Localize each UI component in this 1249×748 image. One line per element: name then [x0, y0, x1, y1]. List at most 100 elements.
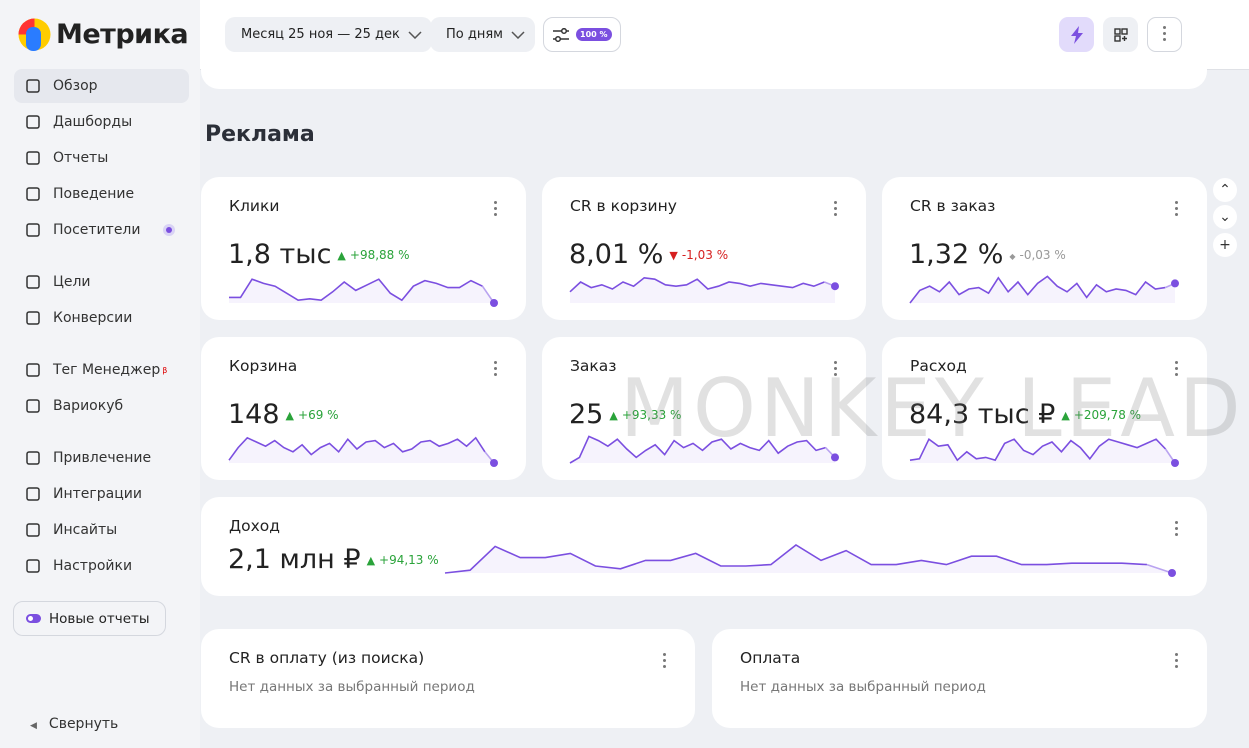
nav-icon — [26, 187, 40, 201]
sampling-button[interactable]: 100 % — [543, 17, 621, 52]
nav-item[interactable]: Посетители — [14, 213, 189, 247]
grouping-select[interactable]: По дням — [430, 17, 535, 52]
widget-card: Корзина 148 ▲ +69 % — [201, 337, 526, 480]
logo-icon — [18, 18, 51, 51]
period-select[interactable]: Месяц 25 ноя — 25 дек — [225, 17, 432, 52]
empty-widget-card: CR в оплату (из поиска) Нет данных за выб… — [201, 629, 695, 728]
nav-item[interactable]: Привлечение — [14, 441, 189, 475]
nav-item[interactable]: Интеграции — [14, 477, 189, 511]
more-button[interactable] — [1147, 17, 1182, 52]
sparkline-line — [569, 276, 825, 293]
nav-item[interactable]: Настройки — [14, 549, 189, 583]
icon-shape — [26, 275, 40, 289]
change: ◆ -0,03 % — [1009, 248, 1065, 262]
nav-item[interactable]: Конверсии — [14, 301, 189, 335]
sliders-icon — [553, 27, 569, 42]
nav-item[interactable]: Отчеты — [14, 141, 189, 175]
sparkline-last-segment — [481, 285, 495, 304]
sampling-badge: 100 % — [576, 28, 612, 41]
change: ▲ +209,78 % — [1061, 408, 1141, 422]
sparkline-area — [570, 277, 835, 303]
widget-menu[interactable] — [1175, 201, 1179, 219]
logo[interactable]: Метрика — [18, 18, 189, 51]
widget-title: Расход — [910, 357, 967, 375]
nav-label: Конверсии — [53, 310, 133, 326]
boost-button[interactable] — [1059, 17, 1094, 52]
trend-icon: ▲ — [1061, 409, 1070, 422]
icon-shape — [26, 523, 40, 537]
sparkline-area — [910, 276, 1175, 303]
icon-shape — [26, 487, 40, 501]
widget-menu[interactable] — [1175, 521, 1179, 539]
collapse-button[interactable]: ◀ Свернуть — [30, 716, 118, 732]
nav-icon — [26, 223, 40, 237]
sparkline-end-dot — [490, 459, 498, 467]
widget-value: 84,3 тыс ₽ ▲ +209,78 % — [909, 399, 1141, 430]
nav-item[interactable]: Вариокуб — [14, 389, 189, 423]
nav-icon — [26, 523, 40, 537]
chevron — [408, 30, 422, 39]
widget-menu[interactable] — [1175, 361, 1179, 379]
nav-item[interactable]: Цели — [14, 265, 189, 299]
icon-shape — [26, 115, 40, 129]
nav-label: Привлечение — [53, 450, 152, 466]
widget-card: Заказ 25 ▲ +93,33 % — [542, 337, 866, 480]
sidebar: Метрика Обзор Дашборды Отчеты Поведение Посе… — [0, 0, 200, 748]
nav-item[interactable]: Обзор — [14, 69, 189, 103]
scroll-down-button[interactable]: ⌄ — [1213, 205, 1237, 229]
widget-title: CR в заказ — [910, 197, 996, 215]
sparkline-last-segment — [824, 447, 836, 458]
widget-menu[interactable] — [663, 653, 667, 671]
icon-shape — [26, 451, 40, 465]
sparkline-line — [444, 544, 1147, 574]
sparkline-area — [229, 279, 494, 303]
nav-icon — [26, 115, 40, 129]
new-reports-toggle[interactable]: Новые отчеты — [13, 601, 166, 636]
sparkline-end-dot — [1171, 459, 1179, 467]
sparkline-end-dot — [490, 299, 498, 307]
sparkline-area — [445, 545, 1172, 573]
widget-title: Оплата — [740, 649, 801, 667]
nav-icon — [26, 151, 40, 165]
sparkline-end-dot — [831, 453, 839, 462]
widget-card: Доход 2,1 млн ₽ ▲ +94,13 % — [201, 497, 1207, 596]
nav-item[interactable]: Инсайты — [14, 513, 189, 547]
widget-value: 8,01 % ▼ -1,03 % — [569, 239, 728, 270]
trend-icon: ▲ — [285, 409, 295, 422]
nav-icon — [26, 451, 40, 465]
widget-menu[interactable] — [494, 201, 498, 219]
nav-label: Поведение — [53, 186, 135, 202]
widget-title: Клики — [229, 197, 280, 215]
scroll-up-button[interactable]: ⌃ — [1213, 178, 1237, 202]
nav-label: Инсайты — [53, 522, 118, 538]
nav-item[interactable]: Дашборды — [14, 105, 189, 139]
nav-icon — [26, 363, 40, 377]
nav-label: Настройки — [53, 558, 133, 574]
nav-label: Цели — [53, 274, 91, 290]
change: ▲ +69 % — [286, 408, 339, 422]
icon-shape — [26, 151, 40, 165]
change: ▲ +98,88 % — [337, 248, 409, 262]
nav-item[interactable]: Тег Менеджер β — [14, 353, 189, 387]
widget-card: CR в корзину 8,01 % ▼ -1,03 % — [542, 177, 866, 320]
change-text: +98,88 % — [349, 248, 410, 262]
add-widget-button[interactable]: + — [1213, 233, 1237, 257]
empty-message: Нет данных за выбранный период — [229, 679, 475, 695]
nav-item[interactable]: Поведение — [14, 177, 189, 211]
trend-icon: ◆ — [1009, 252, 1016, 261]
widget-menu[interactable] — [834, 361, 838, 379]
sparkline-last-segment — [484, 451, 495, 464]
nav-label: Отчеты — [53, 150, 109, 166]
widget-card: Расход 84,3 тыс ₽ ▲ +209,78 % — [882, 337, 1207, 480]
widget-menu[interactable] — [1175, 653, 1179, 671]
nav-icon — [26, 275, 40, 289]
sparkline-line — [909, 275, 1166, 304]
nav-icon — [26, 311, 40, 325]
widget-menu[interactable] — [494, 361, 498, 379]
notification-dot — [163, 224, 175, 236]
change-text: +209,78 % — [1073, 408, 1142, 422]
widgets-button[interactable] — [1103, 17, 1138, 52]
widget-menu[interactable] — [834, 201, 838, 219]
new-reports-label: Новые отчеты — [49, 610, 150, 627]
